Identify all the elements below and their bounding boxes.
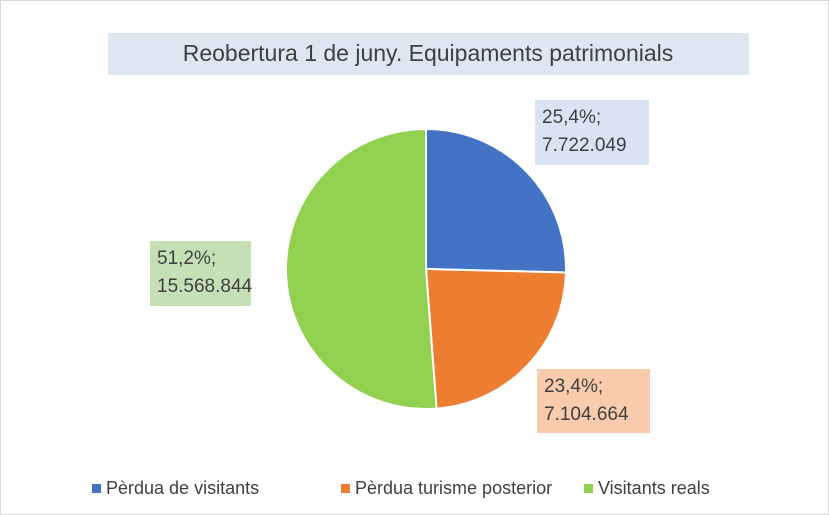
legend-label: Visitants reals bbox=[598, 478, 710, 498]
legend-marker bbox=[584, 484, 593, 493]
data-label-box bbox=[535, 100, 649, 165]
data-label: 7.104.664 bbox=[544, 404, 629, 425]
legend-marker bbox=[92, 484, 101, 493]
pie-slice bbox=[424, 267, 567, 410]
data-label: 25,4%; bbox=[542, 107, 601, 128]
pie-slice bbox=[285, 127, 438, 410]
chart-title: Reobertura 1 de juny. Equipaments patrim… bbox=[183, 40, 674, 66]
data-label: 23,4%; bbox=[544, 376, 603, 397]
data-label-box bbox=[537, 369, 650, 433]
data-label: 51,2%; bbox=[157, 248, 216, 269]
data-label: 15.568.844 bbox=[157, 276, 253, 297]
legend-label: Pèrdua de visitants bbox=[106, 478, 259, 498]
legend-label: Pèrdua turisme posterior bbox=[355, 478, 552, 498]
legend-marker bbox=[341, 484, 350, 493]
data-label: 7.722.049 bbox=[542, 135, 627, 156]
pie-slice bbox=[425, 127, 567, 274]
title-box bbox=[108, 33, 749, 75]
data-label-box bbox=[150, 241, 251, 306]
